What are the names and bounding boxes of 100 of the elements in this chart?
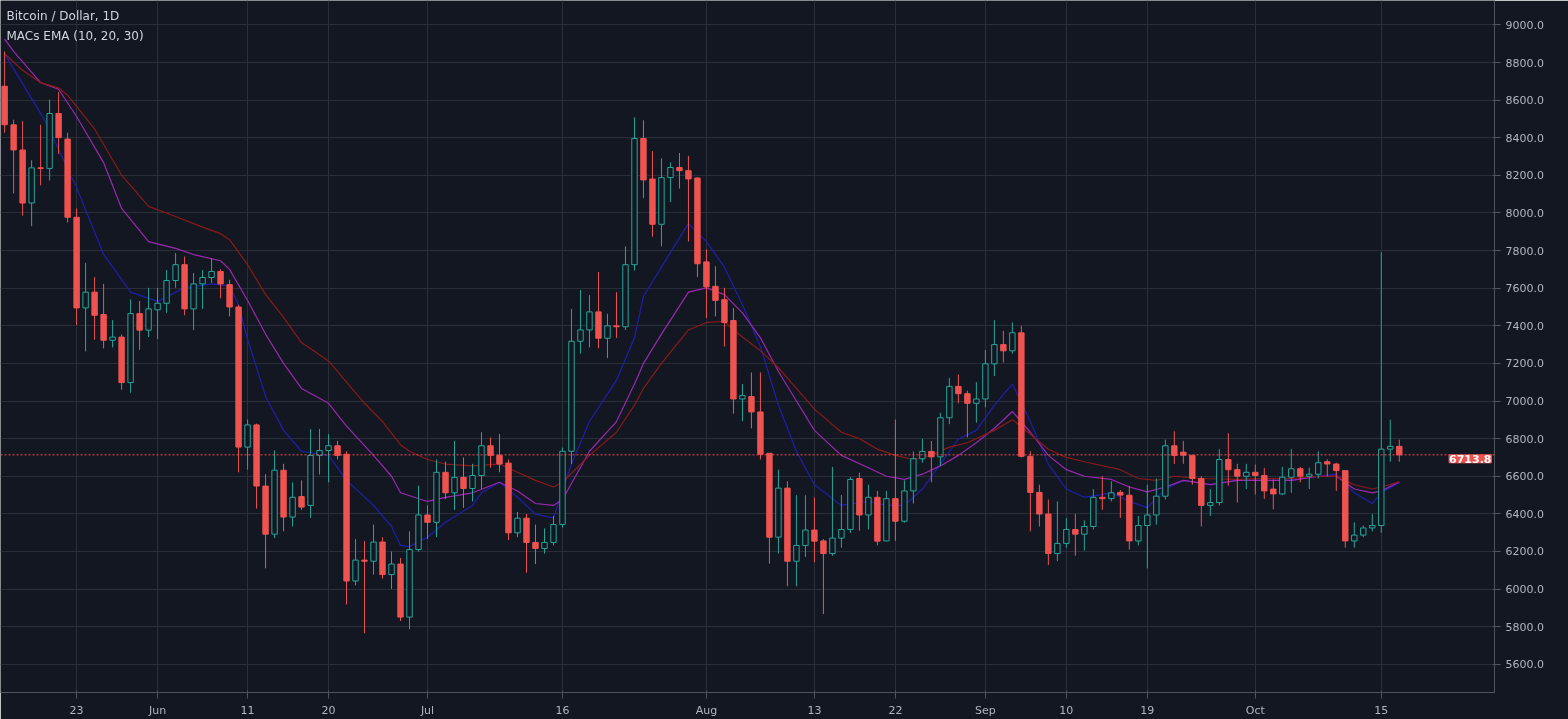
x-tick-label: 10 bbox=[1059, 703, 1074, 717]
candlestick bbox=[316, 428, 323, 476]
candlestick bbox=[676, 152, 683, 190]
candlestick bbox=[721, 287, 728, 347]
candlestick bbox=[109, 319, 116, 348]
candlestick bbox=[586, 294, 593, 348]
candlestick bbox=[424, 504, 431, 540]
x-tick-label: 15 bbox=[1374, 703, 1389, 717]
x-tick-label: Jul bbox=[419, 703, 435, 717]
y-tick-label: 6200.0 bbox=[1505, 545, 1544, 559]
y-tick-label: 7400.0 bbox=[1505, 319, 1544, 333]
x-tick-label: Jun bbox=[147, 703, 167, 717]
y-tick-label: 5600.0 bbox=[1505, 658, 1544, 672]
y-tick-label: 7200.0 bbox=[1505, 357, 1544, 371]
candlestick bbox=[1207, 488, 1214, 517]
x-tick-label: 22 bbox=[888, 703, 903, 717]
candlestick bbox=[577, 289, 584, 355]
candlestick bbox=[289, 481, 296, 527]
candlestick bbox=[838, 494, 845, 549]
candlestick bbox=[829, 466, 836, 557]
candlestick bbox=[604, 313, 611, 359]
candlestick bbox=[973, 381, 980, 424]
ref-line-label: 6713.8 bbox=[1449, 452, 1492, 466]
candlestick bbox=[244, 419, 251, 471]
candlestick bbox=[91, 276, 98, 341]
text: MACs EMA (10, 20, 30) bbox=[6, 28, 144, 43]
candlestick bbox=[1252, 464, 1259, 495]
candlestick bbox=[298, 479, 305, 511]
x-tick-label: 13 bbox=[807, 703, 822, 717]
candlestick bbox=[739, 383, 746, 422]
x-tick-label: 20 bbox=[321, 703, 336, 717]
candlestick bbox=[442, 461, 449, 500]
candlestick bbox=[370, 524, 377, 576]
candlestick bbox=[1270, 478, 1277, 510]
candlestick bbox=[460, 456, 467, 509]
candlestick bbox=[82, 262, 89, 352]
candlestick bbox=[667, 161, 674, 203]
candlestick bbox=[1063, 517, 1070, 549]
candlestick bbox=[964, 390, 971, 439]
x-tick-label: 16 bbox=[555, 703, 570, 717]
candlestick bbox=[991, 319, 998, 377]
candlestick bbox=[172, 252, 179, 289]
candlestick bbox=[469, 463, 476, 502]
candlestick bbox=[1387, 419, 1394, 463]
y-tick-label: 9000.0 bbox=[1505, 18, 1544, 32]
candlestick bbox=[451, 440, 458, 511]
y-tick-label: 8600.0 bbox=[1505, 94, 1544, 108]
candlestick bbox=[199, 269, 206, 310]
candlestick bbox=[37, 124, 44, 186]
y-tick-label: 8400.0 bbox=[1505, 131, 1544, 145]
candlestick bbox=[613, 291, 620, 339]
x-tick-label: Aug bbox=[695, 703, 718, 717]
y-tick-label: 6600.0 bbox=[1505, 470, 1544, 484]
candlestick bbox=[325, 433, 332, 483]
y-tick-label: 8000.0 bbox=[1505, 206, 1544, 220]
y-tick-label: 7600.0 bbox=[1505, 282, 1544, 296]
candlestick bbox=[865, 484, 872, 530]
candlestick bbox=[1108, 480, 1115, 502]
x-tick-label: 23 bbox=[69, 703, 84, 717]
candlestick bbox=[1144, 484, 1151, 569]
candlestick bbox=[820, 538, 827, 615]
candlestick bbox=[352, 538, 359, 586]
candlestick bbox=[1288, 448, 1295, 494]
candlestick bbox=[226, 279, 233, 317]
candlestick bbox=[163, 269, 170, 314]
candlestick bbox=[793, 494, 800, 587]
candlestick bbox=[1234, 463, 1241, 504]
candlestick bbox=[388, 550, 395, 590]
candlestick bbox=[1306, 467, 1313, 490]
x-tick-label: 11 bbox=[240, 703, 255, 717]
candlestick bbox=[1009, 321, 1016, 355]
y-tick-label: 6400.0 bbox=[1505, 507, 1544, 521]
candlestick bbox=[1135, 515, 1142, 546]
candlestick bbox=[1351, 521, 1358, 549]
candlestick bbox=[136, 300, 143, 351]
candlestick bbox=[208, 258, 215, 284]
candlestick bbox=[532, 524, 539, 565]
candlestick bbox=[217, 268, 224, 299]
candlestick bbox=[541, 528, 548, 555]
y-tick-label: 7800.0 bbox=[1505, 244, 1544, 258]
candlestick bbox=[1036, 484, 1043, 527]
candlestick bbox=[919, 438, 926, 464]
candlestick bbox=[748, 371, 755, 429]
y-tick-label: 8200.0 bbox=[1505, 169, 1544, 183]
y-tick-label: 8800.0 bbox=[1505, 56, 1544, 70]
candlestick bbox=[1099, 475, 1106, 511]
candlestick bbox=[1072, 513, 1079, 557]
candlestick bbox=[1333, 462, 1340, 492]
y-tick-label: 6800.0 bbox=[1505, 432, 1544, 446]
candlestick bbox=[1315, 450, 1322, 480]
x-tick-label: Sep bbox=[975, 703, 996, 717]
candlestick bbox=[1243, 463, 1250, 490]
candlestick bbox=[145, 287, 152, 338]
candlestick bbox=[802, 494, 809, 558]
candlestick bbox=[550, 515, 557, 546]
candlestick bbox=[811, 496, 818, 563]
candlestick bbox=[1261, 467, 1268, 500]
candlestick bbox=[1153, 478, 1160, 526]
candlestick bbox=[1279, 466, 1286, 496]
candlestick bbox=[154, 287, 161, 340]
